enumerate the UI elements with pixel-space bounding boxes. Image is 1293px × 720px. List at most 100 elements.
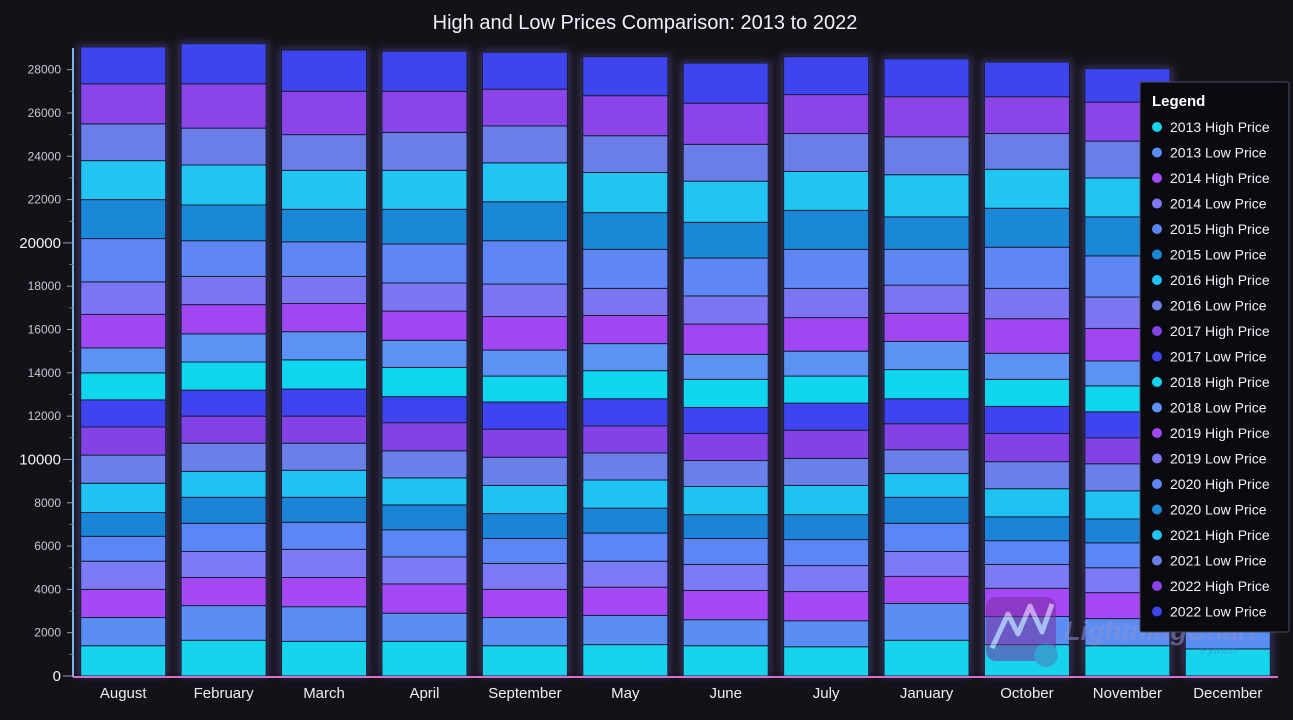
bar-segment[interactable]	[481, 428, 568, 458]
bar-segment[interactable]	[883, 602, 970, 641]
bar-segment[interactable]	[883, 473, 970, 498]
legend-item[interactable]: 2020 Low Price	[1152, 502, 1267, 518]
bar-segment[interactable]	[180, 275, 267, 306]
bar-segment[interactable]	[180, 550, 267, 578]
bar-segment[interactable]	[783, 402, 870, 431]
legend-item[interactable]: 2021 Low Price	[1152, 553, 1267, 569]
bar-segment[interactable]	[281, 640, 368, 677]
bar-segment[interactable]	[80, 238, 167, 283]
bar-segment[interactable]	[582, 532, 669, 562]
bar-segment[interactable]	[883, 284, 970, 314]
bar-segment[interactable]	[381, 131, 468, 171]
bar-segment[interactable]	[381, 612, 468, 642]
bar-segment[interactable]	[281, 134, 368, 171]
bar-segment[interactable]	[381, 422, 468, 452]
bar-segment[interactable]	[582, 614, 669, 646]
bar-segment[interactable]	[80, 123, 167, 162]
bar-segment[interactable]	[481, 201, 568, 242]
bar-segment[interactable]	[983, 563, 1070, 589]
bar-segment[interactable]	[381, 339, 468, 368]
bar-segment[interactable]	[783, 287, 870, 319]
bar-segment[interactable]	[481, 88, 568, 127]
legend-item[interactable]: 2022 High Price	[1152, 578, 1270, 594]
bar-segment[interactable]	[983, 168, 1070, 209]
bar-segment[interactable]	[582, 343, 669, 372]
bar-segment[interactable]	[80, 347, 167, 374]
bar-segment[interactable]	[481, 283, 568, 318]
legend-item[interactable]: 2019 Low Price	[1152, 451, 1267, 467]
bar-segment[interactable]	[80, 426, 167, 456]
bar-segment[interactable]	[481, 316, 568, 351]
bar-segment[interactable]	[180, 496, 267, 524]
bar-segment[interactable]	[481, 51, 568, 90]
bar-segment[interactable]	[582, 370, 669, 400]
bar-segment[interactable]	[983, 246, 1070, 289]
bar-segment[interactable]	[582, 248, 669, 289]
bar-segment[interactable]	[582, 479, 669, 509]
bar-segment[interactable]	[381, 504, 468, 531]
bar-segment[interactable]	[180, 43, 267, 85]
bar-segment[interactable]	[180, 127, 267, 166]
bar-segment[interactable]	[381, 208, 468, 245]
bar-segment[interactable]	[682, 645, 769, 677]
bar-segment[interactable]	[80, 512, 167, 537]
bar-segment[interactable]	[682, 589, 769, 621]
bar-segment[interactable]	[983, 378, 1070, 407]
bar-segment[interactable]	[80, 372, 167, 401]
bar-segment[interactable]	[682, 102, 769, 145]
bar-segment[interactable]	[481, 588, 568, 619]
bar-segment[interactable]	[281, 90, 368, 136]
bar-segment[interactable]	[481, 484, 568, 515]
bar-segment[interactable]	[180, 522, 267, 552]
bar-segment[interactable]	[281, 496, 368, 523]
bar-segment[interactable]	[582, 287, 669, 316]
bar-segment[interactable]	[783, 56, 870, 96]
bar-segment[interactable]	[481, 645, 568, 677]
bar-segment[interactable]	[381, 310, 468, 341]
bar-segment[interactable]	[80, 160, 167, 201]
bar-segment[interactable]	[80, 560, 167, 590]
bar-segment[interactable]	[381, 556, 468, 585]
bar-segment[interactable]	[883, 550, 970, 577]
legend-item[interactable]: 2015 Low Price	[1152, 247, 1267, 263]
bar-segment[interactable]	[682, 323, 769, 355]
bar-segment[interactable]	[582, 586, 669, 616]
bar-segment[interactable]	[281, 49, 368, 92]
bar-segment[interactable]	[180, 605, 267, 641]
bar-segment[interactable]	[80, 535, 167, 562]
bar-segment[interactable]	[983, 61, 1070, 98]
bar-segment[interactable]	[481, 401, 568, 430]
bar-segment[interactable]	[281, 303, 368, 333]
bar-segment[interactable]	[983, 516, 1070, 542]
legend-item[interactable]: 2014 Low Price	[1152, 196, 1267, 212]
bar-segment[interactable]	[783, 170, 870, 211]
bar-segment[interactable]	[883, 639, 970, 677]
bar-segment[interactable]	[783, 565, 870, 593]
bar-segment[interactable]	[983, 352, 1070, 380]
bar-segment[interactable]	[682, 514, 769, 539]
bar-segment[interactable]	[883, 340, 970, 371]
bar-segment[interactable]	[682, 257, 769, 297]
bar-segment[interactable]	[481, 375, 568, 403]
bar-segment[interactable]	[180, 204, 267, 242]
bar-segment[interactable]	[582, 452, 669, 481]
bar-segment[interactable]	[80, 588, 167, 619]
bar-segment[interactable]	[883, 216, 970, 250]
bar-segment[interactable]	[381, 282, 468, 312]
bar-segment[interactable]	[281, 241, 368, 277]
bar-segment[interactable]	[281, 275, 368, 305]
bar-segment[interactable]	[783, 133, 870, 172]
bar-segment[interactable]	[582, 135, 669, 174]
bar-segment[interactable]	[80, 281, 167, 315]
bar-segment[interactable]	[281, 415, 368, 444]
bar-segment[interactable]	[682, 537, 769, 565]
bar-segment[interactable]	[281, 442, 368, 471]
bar-segment[interactable]	[883, 496, 970, 524]
bar-segment[interactable]	[582, 56, 669, 97]
bar-segment[interactable]	[783, 457, 870, 486]
bar-segment[interactable]	[481, 513, 568, 539]
bar-segment[interactable]	[481, 617, 568, 647]
bar-segment[interactable]	[180, 415, 267, 444]
bar-segment[interactable]	[180, 333, 267, 363]
bar-segment[interactable]	[582, 560, 669, 588]
